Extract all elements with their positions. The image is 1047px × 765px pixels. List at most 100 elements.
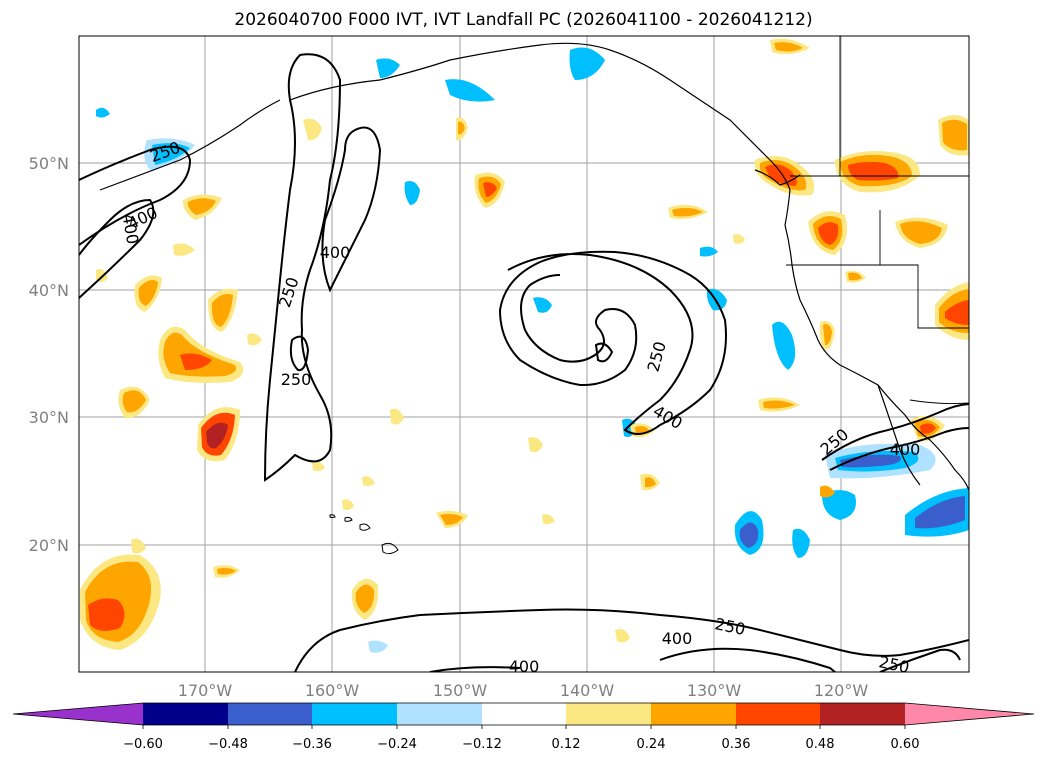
- pos-blob: [247, 333, 262, 346]
- borders: [786, 36, 969, 405]
- contour-label: 250: [281, 370, 312, 389]
- pos-blob: [774, 42, 803, 52]
- pos-blob: [945, 300, 969, 325]
- border-us-mexico: [909, 399, 969, 405]
- lat-label-50n: 50°N: [29, 154, 69, 173]
- contour-400-central: [321, 126, 382, 293]
- colorbar-cell: [228, 703, 312, 725]
- neg-blob: [569, 47, 605, 80]
- pos-blob: [820, 485, 835, 498]
- map-title: 2026040700 F000 IVT, IVT Landfall PC (20…: [234, 10, 813, 30]
- contour-400-west: [79, 198, 155, 299]
- colorbar-cell: [397, 703, 482, 725]
- pos-blob: [211, 294, 233, 327]
- pos-blob: [187, 198, 216, 215]
- pos-blob: [483, 182, 497, 197]
- colorbar-tick-label: 0.12: [552, 737, 581, 752]
- contour-250-central: [263, 53, 342, 482]
- colorbar-cell: [143, 703, 228, 725]
- pos-blob: [312, 461, 325, 472]
- coastline-north-america: [289, 42, 969, 491]
- pos-blob: [528, 437, 543, 453]
- colorbar-cell: [482, 703, 566, 725]
- pos-blob: [672, 207, 703, 217]
- contour-250-south: [294, 608, 969, 672]
- lat-label-40n: 40°N: [29, 281, 69, 300]
- gridlines: [79, 36, 969, 672]
- coastline-aleutians: [99, 99, 281, 191]
- pos-blob: [173, 243, 195, 256]
- longitude-labels: 170°W 160°W 150°W 140°W 130°W 120°W: [178, 681, 869, 700]
- pos-blob: [645, 477, 656, 488]
- coastline-vancouver-island: [754, 169, 801, 186]
- filled-contours: [80, 38, 969, 653]
- pos-blob: [122, 390, 146, 413]
- lon-label-140w: 140°W: [560, 681, 615, 700]
- lat-label-30n: 30°N: [29, 408, 69, 427]
- colorbar-tick-label: −0.36: [292, 737, 332, 752]
- contour-label: 400: [662, 629, 693, 648]
- neg-blob: [772, 321, 796, 370]
- contour-label: 250: [877, 652, 911, 677]
- colorbar-extend-low: [13, 703, 143, 725]
- pos-blob: [206, 422, 228, 449]
- colorbar-tick-label: 0.60: [891, 737, 920, 752]
- pos-blob: [88, 598, 125, 631]
- contour-400-south-2: [429, 666, 521, 672]
- neg-blob: [700, 246, 718, 257]
- colorbar-tick-label: −0.24: [377, 737, 417, 752]
- pos-blob: [942, 119, 967, 151]
- colorbar-cell: [736, 703, 820, 725]
- pos-blob: [763, 400, 795, 409]
- lon-label-130w: 130°W: [687, 681, 742, 700]
- contour-400-south: [659, 647, 836, 672]
- pos-blob: [733, 234, 745, 244]
- neg-blob: [368, 640, 388, 653]
- colorbar-cell: [820, 703, 905, 725]
- colorbar: −0.60 −0.48 −0.36 −0.24 −0.12 0.12 0.24 …: [12, 702, 1035, 752]
- pos-blob: [542, 514, 555, 525]
- pos-blob: [765, 164, 797, 186]
- pos-blob: [217, 567, 236, 575]
- lat-label-20n: 20°N: [29, 536, 69, 555]
- neg-blob: [445, 79, 495, 102]
- lon-label-170w: 170°W: [178, 681, 233, 700]
- pos-blob: [138, 280, 158, 306]
- lon-label-150w: 150°W: [433, 681, 488, 700]
- neg-blob: [822, 490, 856, 520]
- colorbar-cell: [651, 703, 736, 725]
- contour-label: 400: [320, 243, 351, 262]
- colorbar-tick-label: −0.60: [123, 737, 163, 752]
- pos-blob: [848, 272, 862, 281]
- colorbar-tick-label: 0.48: [806, 737, 835, 752]
- coastline-baja: [877, 384, 921, 486]
- latitude-labels: 20°N 30°N 40°N 50°N: [29, 154, 69, 555]
- neg-blob: [915, 496, 965, 529]
- pos-blob: [131, 538, 146, 554]
- colorbar-tick-label: −0.48: [208, 737, 248, 752]
- colorbar-tick-label: 0.24: [637, 737, 666, 752]
- contour-250-west: [79, 145, 192, 246]
- neg-blob: [376, 58, 400, 78]
- pos-blob: [458, 121, 465, 135]
- neg-blob: [404, 181, 420, 205]
- pos-blob: [920, 423, 936, 434]
- pos-blob: [823, 324, 832, 346]
- pos-blob: [440, 513, 463, 525]
- border-states: [786, 210, 969, 329]
- coastlines: [99, 42, 969, 491]
- pos-blob: [163, 332, 237, 377]
- contour-400-low: [594, 342, 614, 363]
- pos-blob: [342, 499, 354, 510]
- hawaii-islands: [329, 514, 399, 555]
- colorbar-cell: [312, 703, 397, 725]
- lon-label-160w: 160°W: [305, 681, 360, 700]
- neg-blob: [96, 107, 110, 118]
- neg-blob: [792, 528, 810, 558]
- colorbar-extend-high: [905, 703, 1034, 725]
- colorbar-cell: [566, 703, 651, 725]
- plot-frame: [78, 35, 970, 673]
- contour-250-low: [498, 250, 727, 435]
- pos-blob: [390, 408, 404, 425]
